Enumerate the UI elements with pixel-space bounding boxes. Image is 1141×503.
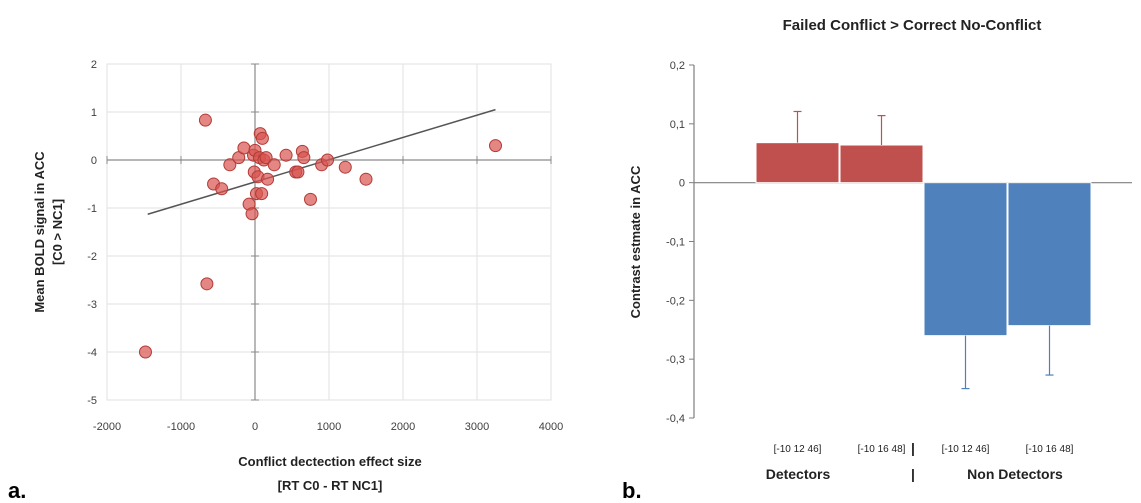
scatter-point bbox=[291, 165, 305, 179]
group-label-non-detectors: Non Detectors bbox=[967, 466, 1063, 482]
scatter-x-tick-label: -1000 bbox=[167, 421, 195, 433]
scatter-point bbox=[261, 172, 275, 186]
scatter-y-axis-title-line2: [C0 > NC1] bbox=[50, 199, 65, 265]
category-separator-upper: | bbox=[911, 440, 915, 456]
bar-series bbox=[755, 142, 1092, 337]
scatter-point bbox=[255, 187, 269, 201]
scatter-point bbox=[259, 151, 273, 165]
scatter-gridlines bbox=[107, 64, 551, 400]
scatter-point bbox=[304, 192, 317, 206]
scatter-point bbox=[255, 131, 269, 145]
scatter-point bbox=[223, 158, 237, 172]
bar bbox=[1007, 182, 1092, 327]
scatter-point bbox=[359, 172, 373, 186]
bar-error-bars bbox=[793, 110, 1054, 390]
scatter-y-tick-label: -3 bbox=[87, 299, 97, 311]
panel-label-b: b. bbox=[622, 478, 642, 503]
scatter-point bbox=[267, 158, 281, 172]
bar-y-tick-label: 0,1 bbox=[670, 119, 685, 131]
scatter-y-tick-label: 1 bbox=[91, 107, 97, 119]
scatter-y-tick-label: -5 bbox=[87, 395, 97, 407]
scatter-y-tick-label: -2 bbox=[87, 251, 97, 263]
bar-y-tick-label: -0,4 bbox=[666, 413, 685, 425]
bar bbox=[755, 142, 840, 184]
scatter-x-tick-label: 1000 bbox=[317, 421, 341, 433]
bar-category-label: [-10 12 46] bbox=[774, 444, 822, 455]
bar-y-tick-label: -0,3 bbox=[666, 354, 685, 366]
scatter-x-tick-label: -2000 bbox=[93, 421, 121, 433]
bar-y-tick-label: -0,1 bbox=[666, 237, 685, 249]
scatter-point bbox=[198, 113, 212, 127]
scatter-x-tick-label: 3000 bbox=[465, 421, 489, 433]
bar-chart: Failed Conflict > Correct No-Conflict 0,… bbox=[622, 17, 1132, 503]
scatter-point bbox=[297, 151, 311, 165]
scatter-point bbox=[200, 277, 214, 291]
scatter-chart: -2000 -1000 0 1000 2000 3000 4000 2 1 0 -1 -2 -3 -4 -… bbox=[8, 59, 563, 503]
bar bbox=[923, 182, 1008, 337]
scatter-x-axis-title-line2: [RT C0 - RT NC1] bbox=[278, 478, 383, 493]
scatter-point bbox=[489, 139, 502, 153]
bar-category-label: [-10 16 48] bbox=[858, 444, 906, 455]
scatter-x-tick-label: 0 bbox=[252, 421, 258, 433]
scatter-x-axis-title-line1: Conflict dectection effect size bbox=[238, 454, 421, 469]
bar-category-labels: [-10 12 46] [-10 16 48] [-10 12 46] [-10 16… bbox=[774, 444, 1074, 455]
bar-y-axis-title: Contrast estmate in ACC bbox=[628, 165, 643, 318]
bar-y-tick-label: 0,2 bbox=[670, 60, 685, 72]
scatter-x-tick-labels: -2000 -1000 0 1000 2000 3000 4000 bbox=[93, 421, 563, 433]
group-label-detectors: Detectors bbox=[766, 466, 831, 482]
scatter-point bbox=[338, 160, 352, 174]
scatter-y-tick-label: -4 bbox=[87, 347, 97, 359]
scatter-y-tick-labels: 2 1 0 -1 -2 -3 -4 -5 bbox=[87, 59, 97, 407]
bar bbox=[839, 144, 924, 184]
scatter-points bbox=[138, 113, 502, 359]
scatter-y-axis-title-line1: Mean BOLD signal in ACC bbox=[32, 151, 47, 313]
scatter-point bbox=[245, 207, 259, 221]
bar-category-label: [-10 16 48] bbox=[1026, 444, 1074, 455]
scatter-x-tick-label: 4000 bbox=[539, 421, 563, 433]
scatter-point bbox=[215, 182, 229, 196]
bar-chart-title: Failed Conflict > Correct No-Conflict bbox=[783, 17, 1042, 34]
scatter-point bbox=[279, 148, 293, 162]
bar-y-tick-label: 0 bbox=[679, 178, 685, 190]
scatter-y-tick-label: 2 bbox=[91, 59, 97, 71]
panel-label-a: a. bbox=[8, 478, 26, 503]
scatter-y-tick-label: -1 bbox=[87, 203, 97, 215]
group-separator-lower: | bbox=[911, 466, 915, 482]
scatter-point bbox=[321, 153, 335, 167]
scatter-point bbox=[138, 345, 152, 359]
bar-y-tick-label: -0,2 bbox=[666, 295, 685, 307]
scatter-x-tick-label: 2000 bbox=[391, 421, 415, 433]
scatter-y-tick-label: 0 bbox=[91, 155, 97, 167]
bar-y-tick-labels: 0,2 0,1 0 -0,1 -0,2 -0,3 -0,4 bbox=[666, 60, 685, 425]
bar-category-label: [-10 12 46] bbox=[942, 444, 990, 455]
